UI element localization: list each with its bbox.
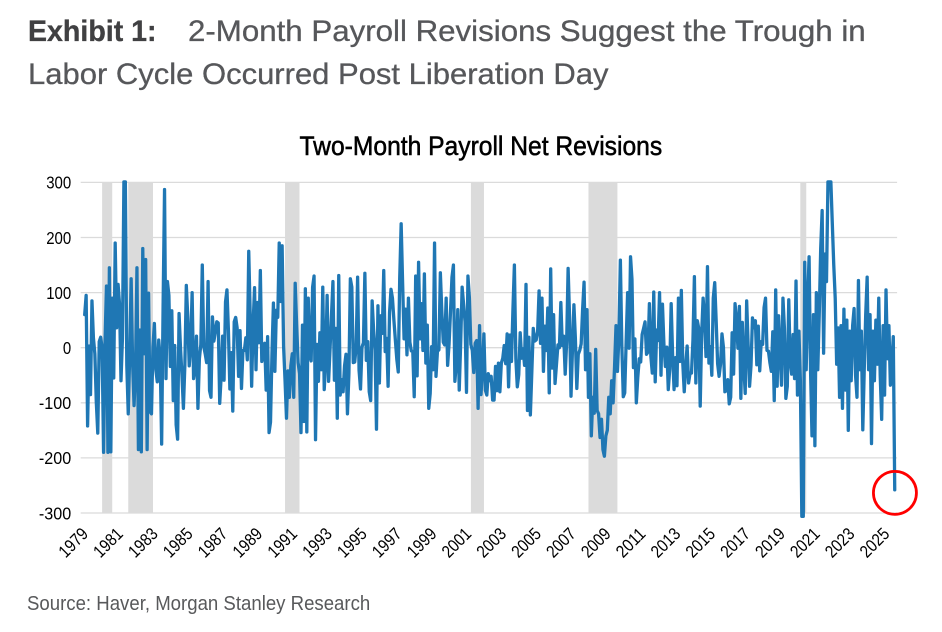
x-tick-label: 2001 (438, 524, 476, 562)
y-tick-label: 300 (46, 173, 71, 193)
exhibit-title-line2: Labor Cycle Occurred Post Liberation Day (28, 58, 609, 92)
x-tick-label: 2017 (716, 524, 754, 562)
x-tick-label: 1997 (368, 524, 406, 562)
x-tick-label: 1995 (333, 524, 371, 562)
x-tick-label: 1981 (89, 524, 127, 562)
x-tick-label: 1979 (54, 524, 92, 562)
x-tick-label: 1985 (159, 524, 197, 562)
x-tick-label: 2013 (647, 524, 685, 562)
x-tick-label: 2003 (472, 524, 510, 562)
x-tick-label: 2025 (856, 524, 894, 562)
x-tick-label: 1983 (124, 524, 162, 562)
x-tick-label: 1999 (403, 524, 441, 562)
exhibit-label: Exhibit 1: (28, 15, 157, 48)
x-tick-label: 1993 (298, 524, 336, 562)
x-tick-label: 1987 (194, 524, 232, 562)
y-tick-label: -200 (39, 448, 72, 468)
y-tick-label: -100 (39, 393, 72, 413)
highlight-circle-annotation (872, 469, 918, 516)
x-tick-label: 2007 (542, 524, 580, 562)
x-tick-label: 2021 (786, 524, 824, 562)
x-tick-label: 2023 (821, 524, 859, 562)
x-tick-label: 2019 (751, 524, 789, 562)
x-tick-label: 2015 (681, 524, 719, 562)
y-tick-label: 100 (46, 283, 71, 303)
y-tick-label: 0 (63, 338, 72, 358)
x-tick-label: 2009 (577, 524, 615, 562)
exhibit-title-line1: 2-Month Payroll Revisions Suggest the Tr… (188, 15, 866, 48)
x-tick-label: 1989 (228, 524, 266, 562)
x-tick-label: 2011 (612, 524, 650, 562)
x-tick-label: 2005 (507, 524, 545, 562)
x-tick-label: 1991 (263, 524, 301, 562)
source-note: Source: Haver, Morgan Stanley Research (26, 593, 370, 615)
revisions-line-series (83, 180, 897, 518)
y-tick-label: 200 (46, 228, 71, 248)
y-tick-label: -300 (39, 503, 72, 523)
chart-title: Two-Month Payroll Net Revisions (299, 131, 662, 162)
